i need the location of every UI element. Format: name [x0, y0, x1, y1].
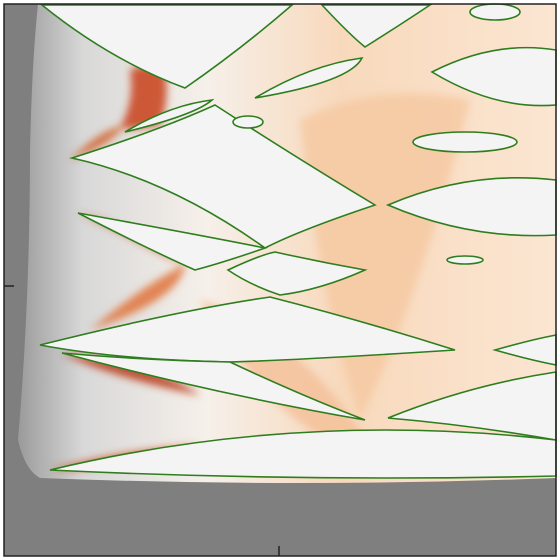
heat-streak — [120, 65, 167, 129]
contour — [61, 352, 366, 421]
contour — [68, 104, 377, 249]
heat-streak — [90, 265, 185, 330]
contour — [469, 3, 521, 21]
contour — [446, 255, 484, 265]
heat-streak — [62, 354, 200, 395]
heat-streak — [70, 125, 125, 160]
contour — [232, 115, 264, 129]
contour — [412, 131, 518, 153]
contour — [77, 212, 269, 271]
contour — [226, 251, 368, 296]
contour — [254, 57, 364, 99]
frame — [3, 3, 557, 557]
contour — [124, 98, 215, 133]
contours — [39, 3, 557, 479]
contour — [39, 4, 295, 89]
contour — [320, 4, 433, 48]
